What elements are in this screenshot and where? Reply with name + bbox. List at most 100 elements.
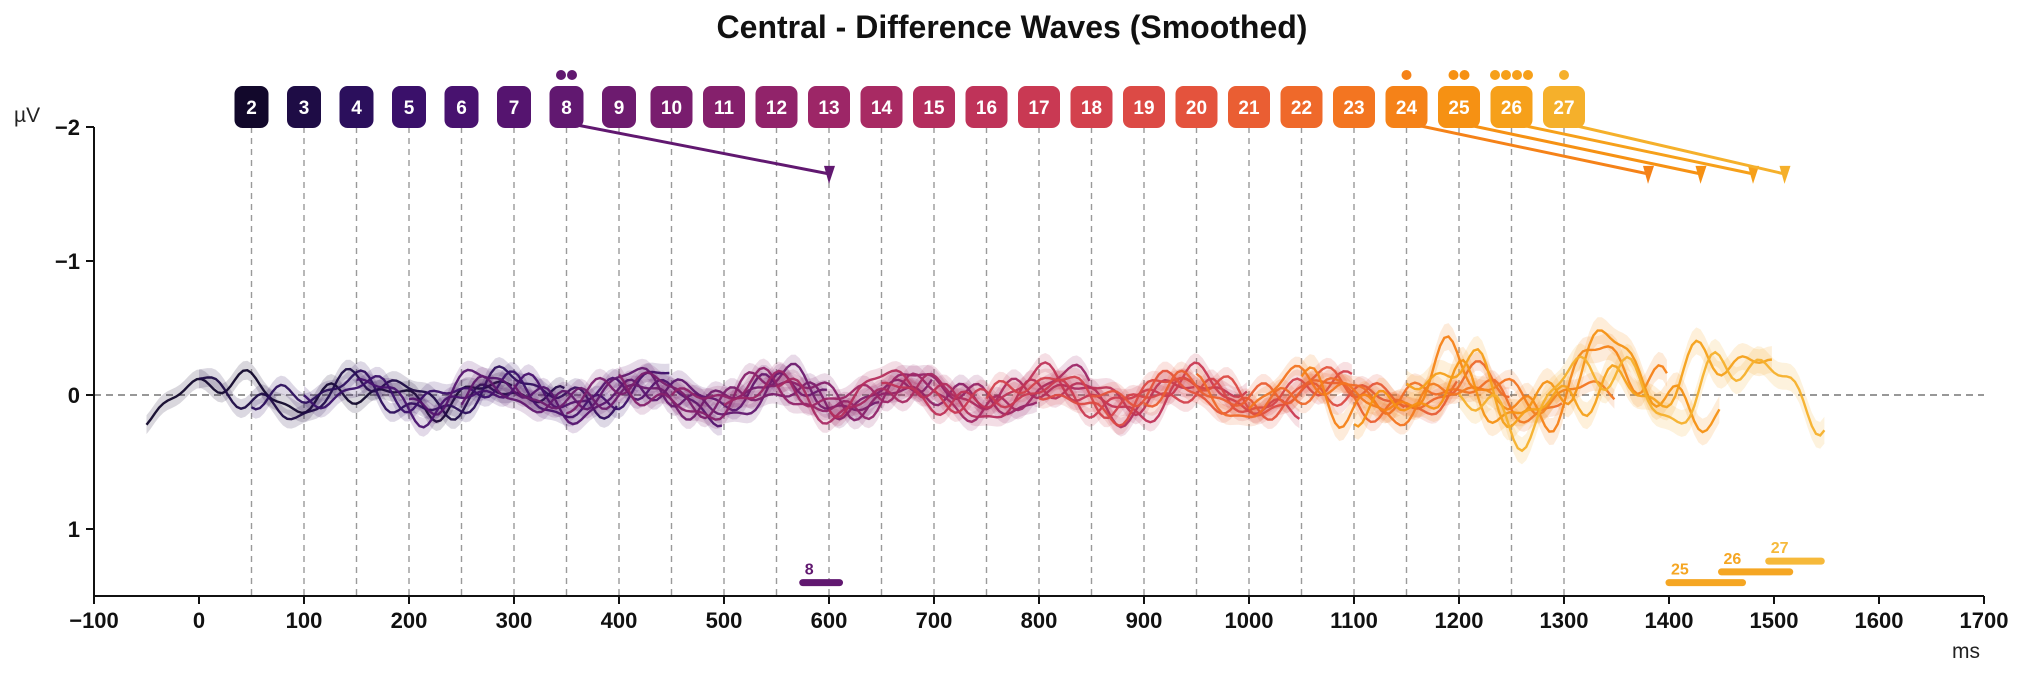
significance-dot	[1523, 70, 1533, 80]
series-ci-band-9	[514, 354, 880, 429]
onset-badge-label: 15	[923, 98, 945, 119]
onset-lines	[250, 127, 1565, 596]
series-ci-band-24	[1301, 323, 1667, 445]
onset-badge-label: 16	[976, 98, 997, 119]
series-ci-band-20	[1091, 357, 1457, 429]
onset-badge-box	[755, 86, 798, 128]
onset-badge-21: 21	[1228, 86, 1270, 128]
onset-badge-label: 14	[871, 98, 893, 119]
series-line-27	[1458, 350, 1826, 453]
significance-bar-label: 25	[1671, 562, 1689, 579]
x-tick-label: 1400	[1645, 608, 1694, 633]
onset-badge-label: 7	[509, 98, 520, 119]
onset-badge-label: 27	[1553, 98, 1574, 119]
significance-dot	[567, 70, 577, 80]
y-tick-label: −2	[55, 115, 80, 140]
series-ci-band-21	[1144, 351, 1510, 432]
peak-pointer-arrow-27	[1779, 165, 1791, 184]
series-line-15	[828, 369, 1195, 419]
onset-badge-18: 18	[1070, 86, 1113, 128]
peak-pointer-line-26	[1511, 121, 1754, 176]
x-tick-label: 1100	[1330, 608, 1378, 633]
significance-bar-8: 8	[799, 562, 843, 587]
y-tick-label: 1	[68, 517, 80, 542]
onset-badge-label: 25	[1448, 98, 1470, 119]
x-tick-label: 1200	[1435, 608, 1484, 633]
onset-badge-box	[444, 86, 479, 128]
onset-badge-2: 2	[234, 86, 269, 128]
onset-badge-label: 18	[1081, 98, 1102, 119]
significance-bar-27: 27	[1765, 540, 1825, 565]
onset-badge-box	[339, 86, 374, 128]
y-axis-unit-label: µV	[14, 104, 40, 127]
onset-badge-14: 14	[860, 86, 903, 128]
series-ci-band-3	[199, 359, 565, 429]
onset-badge-label: 24	[1396, 98, 1418, 119]
significance-dot	[1401, 70, 1412, 80]
onset-badge-label: 12	[766, 98, 787, 119]
x-tick-label: 900	[1126, 608, 1163, 633]
onset-badge-24: 24	[1385, 70, 1428, 128]
onset-badge-5: 5	[392, 86, 426, 128]
significance-dot	[1448, 70, 1459, 80]
onset-badge-label: 2	[246, 98, 257, 119]
onset-badge-25: 25	[1438, 70, 1480, 128]
x-tick-label: 1300	[1540, 608, 1589, 633]
onset-badge-box	[1543, 86, 1585, 128]
onset-badge-label: 9	[614, 98, 625, 119]
onset-badge-box	[602, 86, 636, 128]
onset-badge-box	[808, 86, 850, 128]
x-tick-label: 1500	[1750, 608, 1799, 633]
series-line-7	[408, 368, 776, 426]
onset-badge-box	[1123, 86, 1165, 128]
onset-badge-label: 20	[1186, 98, 1207, 119]
peak-pointers	[566, 121, 1791, 184]
series-ci-band-27	[1459, 338, 1825, 465]
series-ci-band-6	[356, 364, 722, 437]
chart-title: Central - Difference Waves (Smoothed)	[717, 9, 1308, 45]
onset-badge-box	[392, 86, 426, 128]
onset-badge-label: 21	[1238, 98, 1260, 119]
onset-badge-box	[1175, 86, 1218, 128]
series-line-8	[460, 366, 827, 416]
onset-badge-box	[549, 86, 584, 128]
x-tick-label: 1000	[1225, 608, 1274, 633]
onset-badge-label: 26	[1501, 98, 1522, 119]
x-tick-label: 700	[916, 608, 953, 633]
significance-bar-label: 8	[805, 562, 814, 579]
onset-badge-7: 7	[497, 86, 531, 128]
onset-badge-9: 9	[602, 86, 636, 128]
x-tick-label: 1700	[1960, 608, 2009, 633]
onset-badge-8: 8	[549, 70, 584, 128]
series-line-18	[985, 370, 1353, 420]
peak-pointer-line-8	[566, 121, 830, 176]
axes: −100 0 100 200 300 400 500 600 700 800 900 1000 1100…	[55, 115, 2009, 633]
onset-badge-box	[965, 86, 1008, 128]
onset-badge-box	[287, 86, 321, 128]
x-tick-label: 1600	[1855, 608, 1904, 633]
onset-badge-box	[703, 86, 745, 128]
onset-badge-label: 11	[714, 98, 735, 119]
onset-badge-label: 4	[351, 98, 362, 119]
onset-badge-6: 6	[444, 86, 479, 128]
significance-dot	[1559, 70, 1569, 80]
significance-dot	[556, 70, 566, 80]
peak-pointer-line-27	[1563, 121, 1785, 176]
onset-badge-box	[650, 86, 693, 128]
onset-badge-label: 23	[1343, 98, 1364, 119]
onset-badge-box	[1385, 86, 1428, 128]
onset-badge-box	[913, 86, 955, 128]
onset-badge-box	[1280, 86, 1323, 128]
series-line-5	[303, 370, 670, 419]
series-ci-band-11	[619, 362, 985, 430]
significance-dot	[1459, 70, 1470, 80]
onset-badge-label: 6	[456, 98, 467, 119]
series-line-25	[1353, 329, 1721, 434]
significance-bar-label: 27	[1771, 540, 1789, 557]
x-tick-label: 0	[193, 608, 205, 633]
series-ci-band-5	[304, 362, 670, 427]
onset-badge-23: 23	[1333, 86, 1375, 128]
series-line-19	[1038, 375, 1406, 427]
significance-bar-label: 26	[1724, 551, 1742, 568]
